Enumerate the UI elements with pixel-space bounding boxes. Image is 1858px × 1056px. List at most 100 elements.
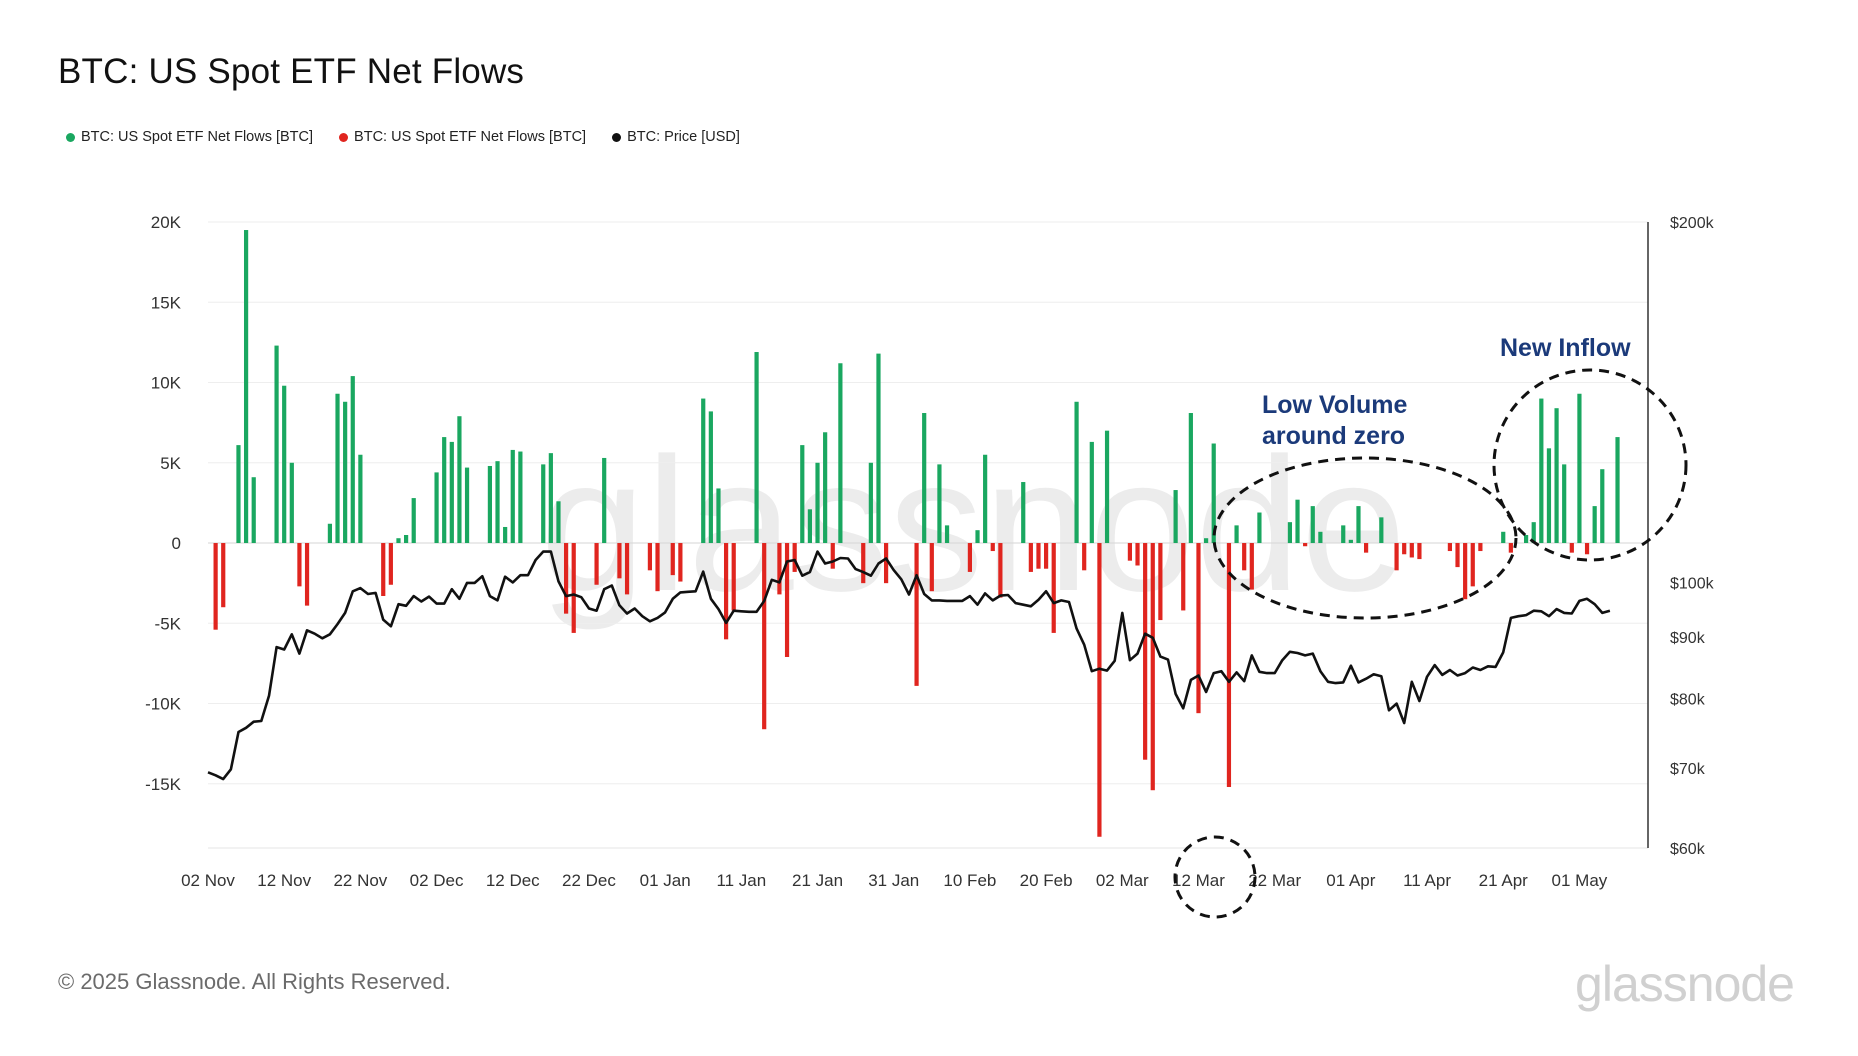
outflow-bar — [381, 543, 386, 596]
x-tick-label: 02 Nov — [181, 871, 235, 890]
outflow-bar — [388, 543, 393, 585]
copyright-footer: © 2025 Glassnode. All Rights Reserved. — [58, 969, 451, 994]
outflow-bar — [762, 543, 767, 730]
x-tick-label: 01 Apr — [1326, 871, 1375, 890]
inflow-bar — [1592, 506, 1597, 544]
x-tick-label: 12 Dec — [486, 871, 540, 890]
inflow-bar — [983, 454, 988, 544]
outflow-bar — [1569, 543, 1574, 553]
legend-item-price[interactable]: BTC: Price [USD] — [612, 129, 740, 145]
annotation-ellipse-low-volume — [1212, 456, 1518, 620]
outflow-bar — [883, 543, 889, 584]
inflow-bar — [716, 488, 721, 544]
legend-item-inflows[interactable]: BTC: US Spot ETF Net Flows [BTC] — [66, 129, 313, 145]
outflow-bar — [967, 543, 973, 572]
outflow-bar — [670, 543, 675, 576]
inflow-bar — [1188, 413, 1193, 544]
x-tick-label: 01 May — [1552, 871, 1608, 890]
inflow-bar — [754, 352, 759, 544]
inflow-bar — [1310, 506, 1315, 544]
x-tick-label: 11 Apr — [1403, 871, 1451, 890]
inflow-bar — [251, 477, 256, 544]
annotation-ellipse-new-inflow — [1492, 368, 1688, 562]
inflow-bar — [464, 467, 470, 544]
outflow-bar — [1043, 543, 1049, 569]
inflow-bar — [1546, 448, 1552, 544]
inflow-bar — [1554, 408, 1559, 544]
outflow-bar — [792, 543, 797, 572]
outflow-bar — [1363, 543, 1369, 553]
y-right-tick-label: $80k — [1670, 691, 1706, 708]
y-left-tick-label: -10K — [145, 695, 182, 714]
annotations: Low Volume around zero New Inflow — [1173, 334, 1688, 919]
annotation-low-volume-line1: Low Volume — [1262, 391, 1407, 419]
outflow-bar — [1394, 543, 1399, 571]
inflow-bar — [1523, 535, 1529, 544]
inflow-bar — [1295, 499, 1300, 544]
outflow-bar — [1242, 543, 1247, 571]
inflow-bar — [1341, 525, 1346, 544]
inflow-bar — [1531, 522, 1536, 544]
inflow-bar — [1600, 469, 1605, 544]
outflow-bar — [990, 543, 995, 552]
annotation-low-volume-line2: around zero — [1262, 422, 1405, 450]
outflow-bar — [1082, 543, 1087, 571]
outflow-bar — [1150, 543, 1155, 791]
flow-bars — [213, 230, 1620, 837]
legend: BTC: US Spot ETF Net Flows [BTC] BTC: US… — [66, 129, 740, 145]
inflow-bar — [1074, 401, 1079, 544]
outflow-bar — [1028, 543, 1033, 572]
inflow-bar — [1356, 506, 1361, 544]
outflow-bar — [213, 543, 218, 630]
x-tick-label: 02 Mar — [1096, 871, 1149, 890]
legend-item-outflows[interactable]: BTC: US Spot ETF Net Flows [BTC] — [339, 129, 586, 145]
outflow-bar — [914, 543, 919, 686]
inflow-bar — [335, 393, 340, 544]
outflow-bar — [1478, 543, 1483, 552]
inflow-bar — [701, 398, 706, 544]
y-right-tick-label: $70k — [1670, 761, 1706, 778]
legend-label-price: BTC: Price [USD] — [627, 129, 740, 145]
outflow-bar — [647, 543, 653, 571]
inflow-bar — [434, 472, 439, 544]
outflow-bar — [784, 543, 790, 657]
outflow-bar — [1158, 543, 1163, 621]
x-tick-label: 12 Nov — [257, 871, 311, 890]
outflow-bar — [624, 543, 630, 595]
inflow-bar — [289, 462, 294, 544]
outflow-bar — [221, 543, 226, 608]
outflow-bar — [1508, 543, 1513, 553]
price-line — [207, 550, 1611, 781]
inflow-bar — [1021, 482, 1026, 544]
y-left-tick-label: 0 — [172, 534, 181, 553]
inflow-bar — [358, 454, 363, 544]
outflow-bar — [297, 543, 302, 587]
inflow-bar — [922, 413, 927, 544]
x-tick-label: 11 Jan — [716, 871, 766, 890]
inflow-bar — [1287, 522, 1293, 544]
annotation-ellipse-12-mar — [1173, 835, 1257, 919]
inflow-bar — [823, 432, 828, 544]
inflow-bar — [518, 451, 523, 544]
legend-label-inflows: BTC: US Spot ETF Net Flows [BTC] — [81, 129, 314, 145]
outflow-bar — [1097, 543, 1102, 837]
y-right-tick-label: $60k — [1670, 841, 1706, 858]
outflow-bar — [1455, 543, 1460, 568]
inflow-bar — [708, 411, 713, 544]
outflow-bar — [1181, 543, 1186, 611]
outflow-bar — [563, 543, 569, 614]
inflow-bar — [800, 445, 805, 544]
inflow-bar — [396, 538, 401, 544]
inflow-bar — [868, 462, 873, 544]
outflow-bar — [1303, 543, 1308, 547]
x-tick-label: 21 Apr — [1479, 871, 1528, 890]
outflow-bar — [731, 543, 736, 611]
inflow-bar — [442, 437, 447, 544]
outflow-bar — [1135, 543, 1140, 566]
outflow-bar — [1463, 543, 1468, 600]
inflow-bar — [487, 465, 493, 544]
inflow-bar — [1379, 517, 1384, 544]
inflow-bar — [876, 353, 881, 544]
x-tick-label: 22 Mar — [1248, 871, 1301, 890]
inflow-bar — [937, 464, 942, 544]
